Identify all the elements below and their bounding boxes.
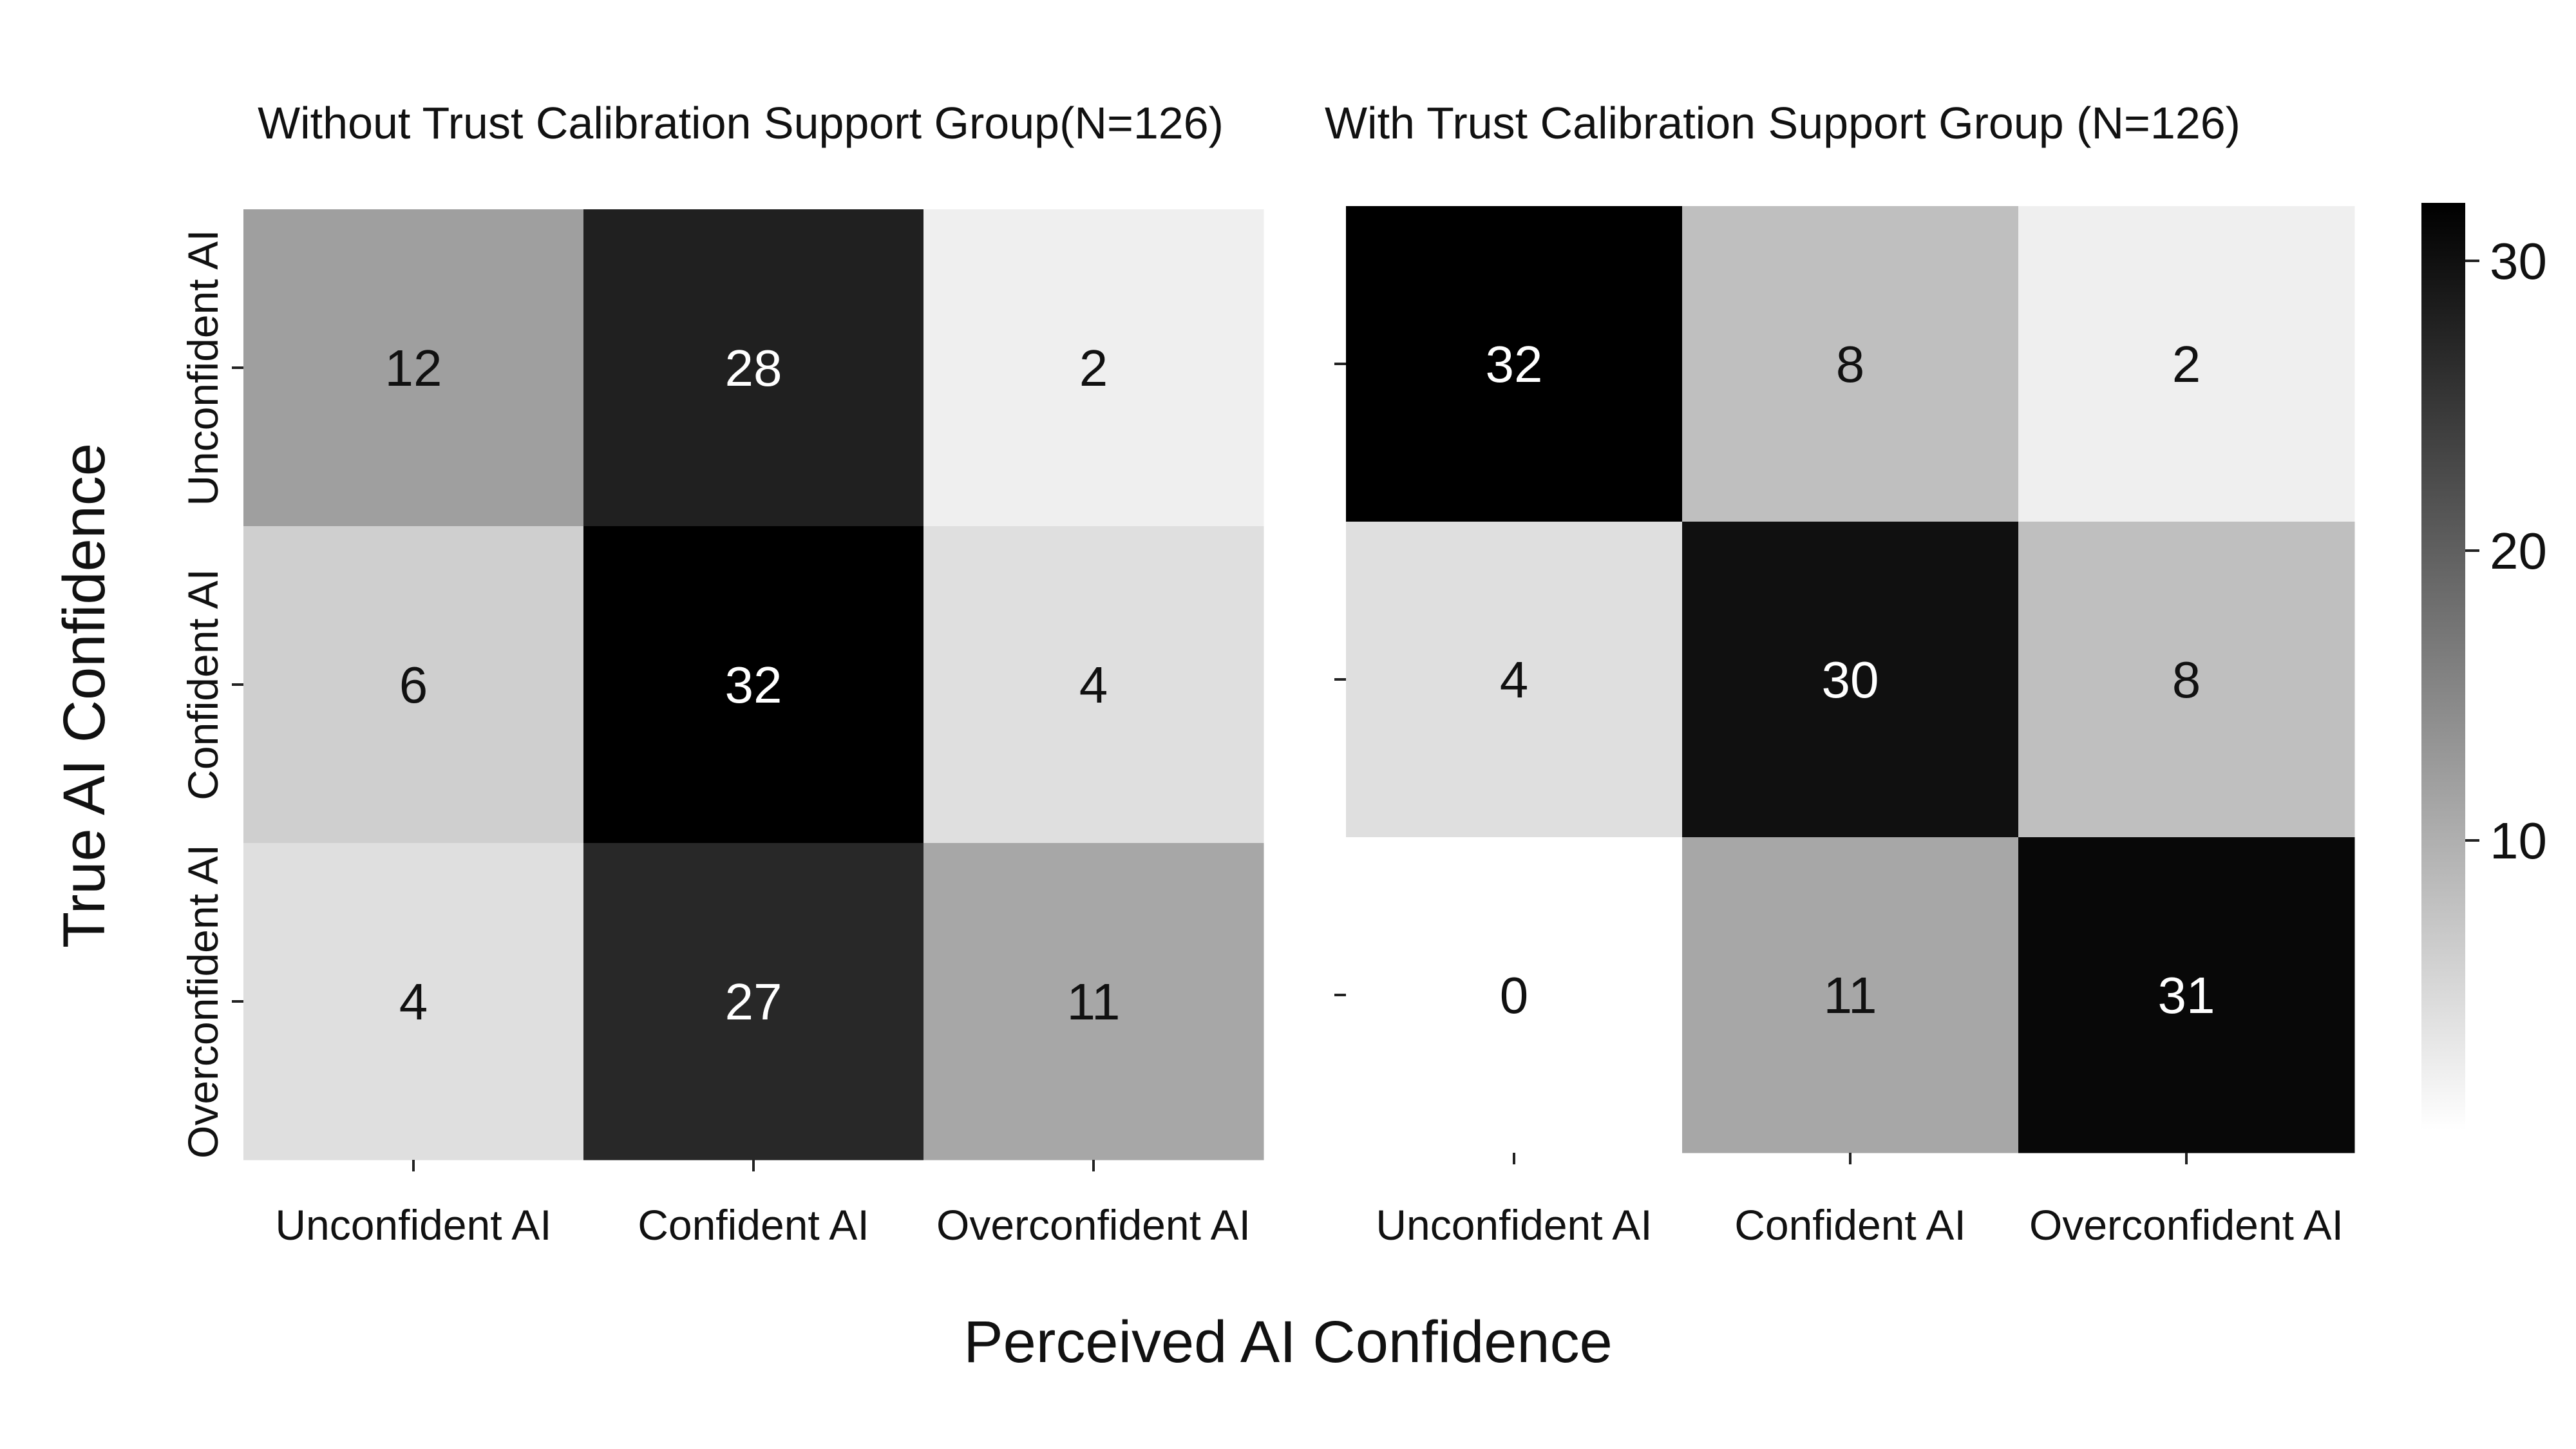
heatmap-cell [1346,837,1683,1153]
cell-value-label: 30 [1822,651,1879,708]
cell-value-label: 11 [1823,967,1877,1024]
colorbar: 10 20 30 [2421,203,2547,1130]
x-tick-label: Unconfident AI [1376,1201,1652,1249]
heatmap-cell [243,843,584,1160]
heatmap-cell [1682,522,2019,838]
x-tick-label: Unconfident AI [275,1201,551,1249]
heatmap-cell [243,209,584,527]
cell-value-label: 27 [725,973,782,1030]
heatmap-cell [2018,837,2355,1153]
colorbar-tick-label: 20 [2490,522,2547,580]
heatmap-cell [1682,837,2019,1153]
cell-value-label: 2 [2172,336,2201,393]
colorbar-tick-label: 10 [2490,812,2547,869]
y-tick-label: Overconfident AI [179,844,227,1159]
cell-value-label: 6 [399,656,428,714]
cell-value-label: 0 [1500,967,1529,1024]
x-tick-label: Confident AI [638,1201,869,1249]
x-axis-label: Perceived AI Confidence [963,1309,1613,1375]
heatmap-cell [1346,206,1683,522]
x-tick-label: Confident AI [1734,1201,1966,1249]
cell-value-label: 32 [725,656,782,714]
cell-value-label: 8 [1836,336,1865,393]
cell-value-label: 4 [399,973,428,1030]
heatmap-cell [583,843,924,1160]
panel-title: With Trust Calibration Support Group (N=… [1325,98,2240,148]
y-tick-label: Unconfident AI [179,229,227,506]
panel-title: Without Trust Calibration Support Group(… [258,98,1224,148]
heatmap-without-support: Without Trust Calibration Support Group(… [179,98,1264,1249]
cell-value-label: 11 [1066,973,1120,1030]
cell-value-label: 28 [725,339,782,397]
heatmap-cell [583,209,924,527]
colorbar-gradient [2421,203,2465,1130]
heatmap-cell [923,843,1264,1160]
y-axis-label: True AI Confidence [52,443,117,948]
heatmap-cell [1682,206,2019,522]
heatmap-cell [2018,522,2355,838]
cell-value-label: 32 [1486,336,1543,393]
heatmap-cell [923,209,1264,527]
cell-value-label: 4 [1500,651,1529,708]
cell-value-label: 8 [2172,651,2201,708]
x-tick-label: Overconfident AI [2029,1201,2344,1249]
colorbar-tick-label: 30 [2490,232,2547,290]
heatmap-with-support: With Trust Calibration Support Group (N=… [1325,98,2355,1249]
heatmap-cell [923,526,1264,844]
heatmap-cell [243,526,584,844]
cell-value-label: 12 [385,339,442,397]
cell-value-label: 2 [1079,339,1108,397]
cell-value-label: 4 [1079,656,1108,714]
x-tick-label: Overconfident AI [936,1201,1251,1249]
heatmap-cell [583,526,924,844]
y-tick-label: Confident AI [179,569,227,800]
heatmap-cell [2018,206,2355,522]
cell-value-label: 31 [2158,967,2215,1024]
heatmap-cell [1346,522,1683,838]
